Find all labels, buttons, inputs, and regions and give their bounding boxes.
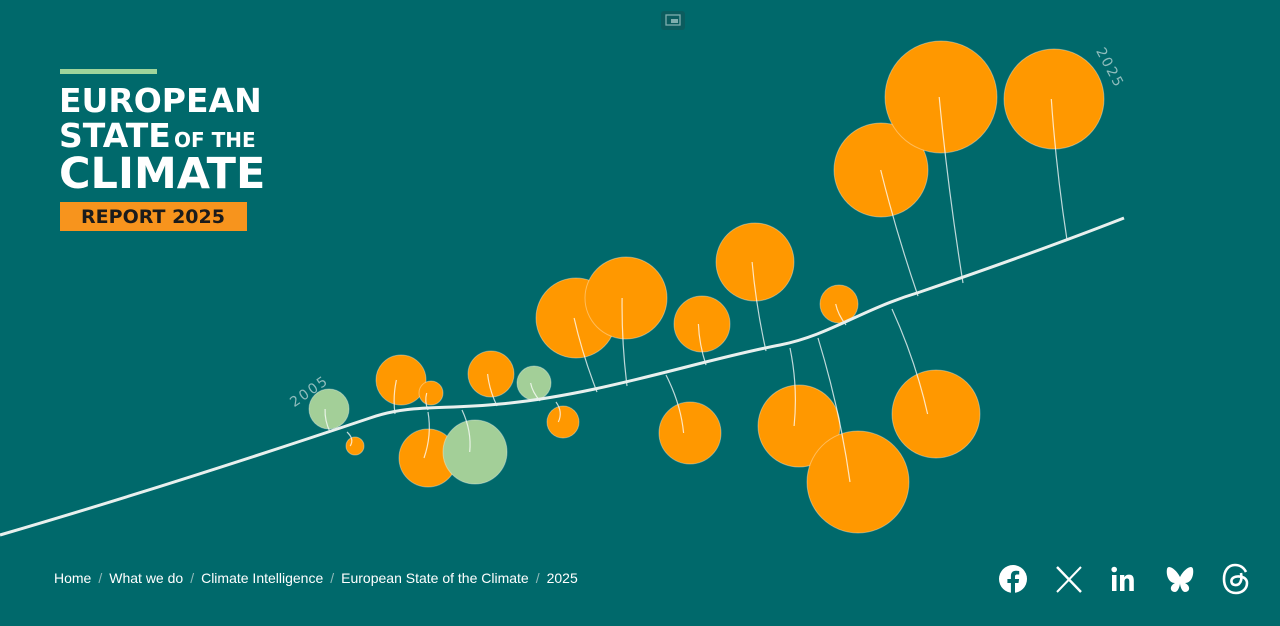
bubble [891,369,981,459]
bubble-stem [880,169,919,297]
breadcrumb-separator: / [330,570,335,586]
bubble-stem [1050,98,1068,241]
bubble [345,436,365,456]
bubble-stem [423,411,430,459]
bubble-stem [665,374,685,434]
x-icon[interactable] [1056,566,1082,593]
breadcrumb-item[interactable]: Home [54,570,92,586]
linkedin-n [1120,574,1134,591]
bluesky-icon[interactable] [1166,566,1194,592]
breadcrumb-separator: / [535,570,540,586]
linkedin-icon[interactable] [1111,566,1134,591]
bubble-stem [891,308,929,415]
bubble [546,405,580,439]
bubble [819,284,859,324]
logo-badge-text: REPORT 2025 [81,206,225,228]
facebook-icon[interactable] [999,565,1027,593]
breadcrumb-item: 2025 [546,570,578,586]
social-icons [999,563,1249,595]
bubble [442,419,508,485]
logo-line3: CLIMATE [59,149,265,199]
bubble [1003,48,1105,150]
bubble [467,350,515,398]
bubble [715,222,795,302]
bubble [884,40,998,154]
pip-frame [665,14,681,26]
bubble-stem [461,409,471,453]
bubble [516,365,552,401]
logo-line2-small: OF THE [174,128,256,152]
logo: EUROPEAN STATE OF THE CLIMATE REPORT 202… [59,69,265,231]
bubble [375,354,427,406]
breadcrumb-item[interactable]: European State of the Climate [341,570,529,586]
breadcrumb-separator: / [98,570,103,586]
bubble [806,430,910,534]
threads-icon[interactable] [1222,563,1249,595]
logo-bar [60,69,157,74]
linkedin-i [1112,575,1117,591]
breadcrumb: Home / What we do / Climate Intelligence / Eur… [54,570,578,586]
bubble [418,380,444,406]
pip-icon[interactable] [661,11,685,30]
bubble [584,256,668,340]
bubble-stem [751,261,767,352]
breadcrumb-item[interactable]: Climate Intelligence [201,570,324,586]
bubble-stem [573,317,598,393]
x-stroke-2 [1056,566,1082,593]
breadcrumb-separator: / [190,570,195,586]
bubble-stem [938,96,964,284]
facebook-f [1007,570,1020,593]
bubble-stem [346,431,353,447]
bubble-stem [621,297,628,387]
breadcrumb-item[interactable]: What we do [109,570,184,586]
threads-at [1222,563,1249,595]
logo-badge [60,202,247,231]
timeline-line [0,216,1125,537]
bubble-timeline [0,40,1125,537]
bubble [658,401,722,465]
logo-line1: EUROPEAN [59,81,262,120]
bluesky-butterfly [1166,566,1194,592]
logo-line2: STATE [59,116,171,155]
bubble-stem [324,408,331,433]
bubble-stem [555,401,561,423]
bubble-stem [789,347,796,427]
bubble [673,295,731,353]
bubble-stem [817,337,851,483]
linkedin-dot [1111,566,1117,573]
pip-inner [671,19,678,23]
